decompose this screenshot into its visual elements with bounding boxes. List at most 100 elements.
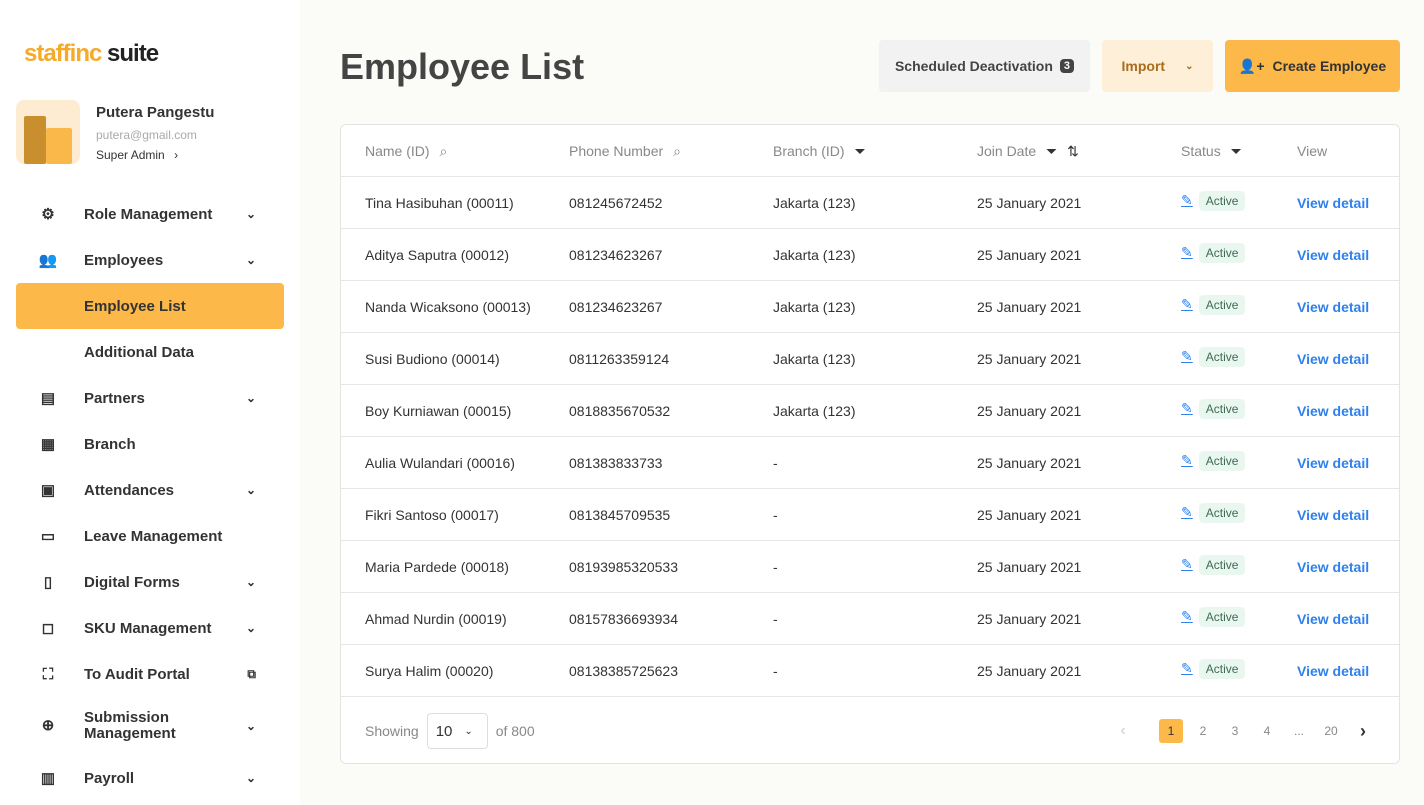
status-badge: Active — [1198, 399, 1246, 419]
view-detail-link[interactable]: View detail — [1297, 247, 1370, 263]
chevron-right-icon: › — [174, 148, 179, 162]
view-detail-link[interactable]: View detail — [1297, 299, 1370, 315]
profile[interactable]: Putera Pangestu putera@gmail.com Super A… — [16, 100, 214, 164]
filter-icon[interactable]: ⏷ — [1230, 143, 1242, 159]
page-title: Employee List — [340, 46, 585, 87]
sidebar-item-employee-list[interactable]: Employee List — [16, 283, 284, 329]
cell-branch: Jakarta (123) — [773, 299, 856, 315]
edit-icon[interactable]: ✎ — [1181, 296, 1193, 312]
view-detail-link[interactable]: View detail — [1297, 611, 1370, 627]
cell-phone: 081234623267 — [569, 247, 663, 263]
page-3[interactable]: 3 — [1231, 724, 1239, 738]
status-badge: Active — [1198, 295, 1246, 315]
sidebar-item-payroll[interactable]: ▥ Payroll ⌄ — [16, 755, 284, 801]
table-row: Aulia Wulandari (00016) 081383833733 - 2… — [341, 437, 1399, 489]
page-ellipsis: ... — [1293, 724, 1304, 738]
edit-icon[interactable]: ✎ — [1181, 400, 1193, 416]
profile-role[interactable]: Super Admin › — [96, 148, 179, 162]
view-detail-link[interactable]: View detail — [1297, 559, 1370, 575]
next-page-icon[interactable]: › — [1360, 720, 1366, 741]
view-detail-link[interactable]: View detail — [1297, 507, 1370, 523]
view-detail-link[interactable]: View detail — [1297, 455, 1370, 471]
edit-icon[interactable]: ✎ — [1181, 452, 1193, 468]
sidebar-item-digital-forms[interactable]: ▯ Digital Forms ⌄ — [16, 559, 284, 605]
search-icon[interactable]: ⌕ — [439, 143, 448, 159]
prev-page-icon[interactable]: ‹ — [1120, 722, 1126, 739]
status-badge: Active — [1198, 347, 1246, 367]
cell-name: Ahmad Nurdin (00019) — [365, 611, 507, 627]
cell-branch: Jakarta (123) — [773, 403, 856, 419]
create-employee-button[interactable]: 👤+ Create Employee — [1225, 40, 1400, 92]
chevron-down-icon: ⌄ — [245, 575, 256, 589]
search-icon[interactable]: ⌕ — [673, 143, 681, 159]
sidebar-item-role-management[interactable]: ⚙ Role Management ⌄ — [16, 191, 284, 237]
edit-icon[interactable]: ✎ — [1181, 660, 1193, 676]
external-link-icon[interactable]: ⧉ — [247, 666, 256, 681]
import-button[interactable]: Import ⌄ — [1102, 40, 1213, 92]
store-icon: ▤ — [40, 390, 56, 407]
cell-phone: 081234623267 — [569, 299, 663, 315]
cell-join-date: 25 January 2021 — [977, 559, 1082, 575]
table-row: Tina Hasibuhan (00011) 081245672452 Jaka… — [341, 177, 1399, 229]
main: Employee List Scheduled Deactivation 3 Im… — [300, 0, 1424, 805]
table-row: Surya Halim (00020) 08138385725623 - 25 … — [341, 645, 1399, 697]
table-row: Ahmad Nurdin (00019) 08157836693934 - 25… — [341, 593, 1399, 645]
page-size-select[interactable]: 10 ⌄ — [426, 713, 488, 749]
table-row: Susi Budiono (00014) 0811263359124 Jakar… — [341, 333, 1399, 385]
edit-icon[interactable]: ✎ — [1181, 348, 1193, 364]
cell-branch: Jakarta (123) — [773, 351, 856, 367]
view-detail-link[interactable]: View detail — [1297, 195, 1370, 211]
user-key-icon: ⚙ — [41, 206, 55, 223]
scheduled-deactivation-button[interactable]: Scheduled Deactivation 3 — [879, 40, 1090, 92]
chevron-down-icon: ⌄ — [245, 483, 256, 497]
page-1[interactable]: 1 — [1159, 719, 1183, 743]
cell-join-date: 25 January 2021 — [977, 351, 1082, 367]
logo: staffinc suite — [24, 40, 159, 67]
chevron-down-icon: ⌄ — [464, 725, 473, 737]
filter-icon[interactable]: ⏷ — [1046, 143, 1058, 159]
sidebar-item-partners[interactable]: ▤ Partners ⌄ — [16, 375, 284, 421]
cell-name: Nanda Wicaksono (00013) — [365, 299, 531, 315]
sort-icon[interactable]: ⇅ — [1067, 143, 1079, 159]
edit-icon[interactable]: ✎ — [1181, 244, 1193, 260]
cell-phone: 08193985320533 — [569, 559, 679, 575]
cell-name: Aditya Saputra (00012) — [365, 247, 509, 263]
cell-branch: - — [773, 611, 778, 627]
edit-icon[interactable]: ✎ — [1181, 192, 1193, 208]
badge-icon: ▣ — [40, 482, 56, 499]
user-plus-icon: 👤+ — [1238, 57, 1265, 74]
page-4[interactable]: 4 — [1263, 724, 1271, 738]
sidebar-item-sku-management[interactable]: ◻ SKU Management ⌄ — [16, 605, 284, 651]
cell-join-date: 25 January 2021 — [977, 195, 1082, 211]
table-row: Fikri Santoso (00017) 0813845709535 - 25… — [341, 489, 1399, 541]
sidebar-item-submission-management[interactable]: ⊕ Submission Management ⌄ — [16, 697, 284, 755]
filter-icon[interactable]: ⏷ — [854, 143, 866, 159]
page-20[interactable]: 20 — [1324, 724, 1338, 738]
cell-phone: 0813845709535 — [569, 507, 671, 523]
view-detail-link[interactable]: View detail — [1297, 351, 1370, 367]
edit-icon[interactable]: ✎ — [1181, 504, 1193, 520]
sidebar-item-additional-data[interactable]: Additional Data — [84, 343, 195, 361]
cell-name: Aulia Wulandari (00016) — [365, 455, 515, 471]
cell-phone: 0818835670532 — [569, 403, 671, 419]
page-2[interactable]: 2 — [1199, 724, 1207, 738]
edit-icon[interactable]: ✎ — [1181, 556, 1193, 572]
cell-phone: 081245672452 — [569, 195, 663, 211]
view-detail-link[interactable]: View detail — [1297, 663, 1370, 679]
sidebar-item-employees[interactable]: 👥 Employees ⌄ — [38, 251, 256, 270]
receipt-icon: ▥ — [40, 770, 56, 787]
profile-email: putera@gmail.com — [96, 128, 197, 142]
cell-join-date: 25 January 2021 — [977, 663, 1082, 679]
chevron-down-icon: ⌄ — [245, 621, 256, 635]
sidebar-item-branch[interactable]: ▦ Branch — [16, 421, 284, 467]
view-detail-link[interactable]: View detail — [1297, 403, 1370, 419]
box-icon: ◻ — [41, 620, 55, 637]
sidebar-item-leave-management[interactable]: ▭ Leave Management — [16, 513, 284, 559]
sidebar-item-attendances[interactable]: ▣ Attendances ⌄ — [16, 467, 284, 513]
cell-name: Fikri Santoso (00017) — [365, 507, 499, 523]
chevron-down-icon: ⌄ — [245, 253, 256, 267]
sidebar-item-to-audit-portal[interactable]: ⛶ To Audit Portal ⧉ — [16, 651, 284, 697]
edit-icon[interactable]: ✎ — [1181, 608, 1193, 624]
cell-name: Maria Pardede (00018) — [365, 559, 509, 575]
profile-name: Putera Pangestu — [96, 104, 215, 121]
